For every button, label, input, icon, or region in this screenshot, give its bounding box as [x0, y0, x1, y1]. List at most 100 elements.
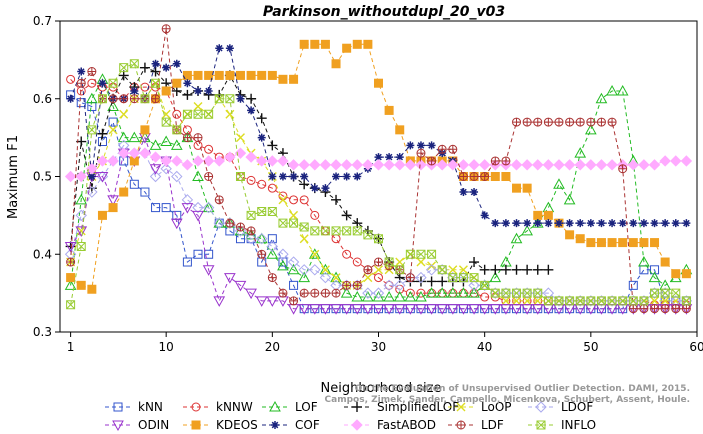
data-point-fastabod — [75, 170, 87, 183]
data-point-ldof — [394, 279, 406, 292]
data-point-loop — [650, 296, 660, 306]
data-point-odin — [340, 304, 353, 315]
data-point-kdeos — [214, 70, 224, 80]
data-point-odin — [213, 296, 226, 307]
data-point-odin — [425, 304, 438, 315]
data-point-simplifiedlof — [267, 140, 278, 151]
data-point-simplifiedlof — [139, 62, 150, 73]
data-point-lof — [64, 279, 77, 290]
data-point-lof — [510, 232, 523, 244]
data-point-inflo — [140, 94, 150, 104]
data-point-inflo — [458, 273, 468, 283]
data-point-fastabod — [521, 159, 533, 171]
data-point-cof — [130, 86, 139, 95]
data-point-ldf — [512, 117, 522, 127]
data-point-fastabod — [648, 159, 661, 171]
data-point-inflo — [342, 226, 352, 236]
data-point-kdeos — [650, 238, 660, 248]
legend-label: FastABOD — [377, 418, 436, 432]
legend: kNN kNNW LOF SimplifiedLOF LoOP LDOF ODIN KDEOS… — [105, 400, 596, 432]
data-point-ldf — [671, 304, 681, 314]
series-knnw — [66, 74, 691, 310]
data-point-odin — [107, 195, 119, 206]
data-point-ldof — [574, 295, 586, 307]
data-point-inflo — [129, 59, 139, 69]
legend-swatch-marker — [352, 402, 362, 412]
data-point-ldf — [639, 304, 649, 314]
data-point-kdeos — [172, 78, 182, 88]
data-point-odin — [330, 304, 342, 315]
data-point-cof — [533, 219, 542, 228]
data-point-lof — [616, 84, 629, 96]
data-point-ldf — [543, 117, 553, 127]
data-point-lof — [425, 287, 438, 298]
data-point-cof — [395, 153, 404, 162]
axis-ticks: 1 10 20 30 40 50 60 0.3 0.4 0.5 0.6 0.7 — [33, 14, 703, 354]
data-point-ldof — [181, 194, 194, 206]
data-point-fastabod — [574, 159, 586, 171]
data-point-odin — [468, 304, 480, 315]
data-point-inflo — [575, 296, 585, 306]
data-point-odin — [362, 304, 374, 315]
data-point-fastabod — [383, 159, 395, 171]
data-point-kdeos — [257, 70, 267, 80]
data-point-lof — [638, 255, 650, 267]
data-point-lof — [75, 193, 88, 205]
data-point-lof — [202, 201, 215, 213]
series-line-knn — [70, 94, 687, 310]
data-point-simplifiedlof — [341, 210, 352, 221]
data-point-kdeos — [299, 39, 309, 49]
data-point-kdeos — [140, 125, 150, 135]
data-point-ldf — [299, 288, 309, 298]
x-tick-label: 10 — [159, 340, 174, 354]
data-point-fastabod — [436, 159, 448, 171]
data-point-knnw — [246, 175, 256, 185]
data-point-inflo — [660, 288, 670, 298]
data-point-simplifiedlof — [415, 276, 426, 287]
data-point-ldf — [108, 94, 118, 104]
data-point-simplifiedlof — [490, 264, 501, 275]
series-line-odin — [70, 136, 687, 310]
legend-item-odin: ODIN — [105, 418, 169, 432]
data-point-inflo — [161, 117, 171, 127]
data-point-inflo — [193, 109, 203, 119]
series-group — [64, 24, 693, 315]
data-point-ldof — [266, 240, 279, 253]
data-point-ldf — [278, 288, 288, 298]
data-point-cof — [247, 106, 256, 115]
data-point-cof — [183, 79, 192, 88]
data-point-ldof — [287, 256, 300, 268]
data-point-knnw — [257, 179, 267, 189]
data-point-lof — [563, 193, 576, 205]
legend-swatch-marker — [269, 400, 281, 412]
data-point-kdeos — [586, 238, 596, 248]
series-fastabod — [64, 147, 693, 183]
data-point-ldof — [298, 264, 310, 276]
data-point-lof — [351, 290, 364, 302]
data-point-lof — [606, 84, 618, 96]
data-point-kdeos — [512, 183, 522, 193]
data-point-kdeos — [543, 210, 553, 220]
data-point-inflo — [543, 296, 553, 306]
data-point-odin — [202, 265, 215, 276]
chart-title: Parkinson_withoutdupl_20_v03 — [263, 4, 505, 20]
data-point-inflo — [225, 94, 235, 104]
data-point-lof — [521, 224, 533, 236]
data-point-loop — [416, 257, 426, 267]
data-point-odin — [457, 304, 470, 315]
data-point-inflo — [384, 257, 394, 267]
data-point-ldof — [86, 186, 98, 198]
data-point-lof — [457, 287, 470, 298]
legend-label: KDEOS — [216, 418, 258, 432]
data-point-cof — [459, 188, 468, 197]
data-point-knn — [151, 203, 161, 213]
data-point-inflo — [299, 222, 309, 232]
data-point-odin — [500, 304, 512, 315]
data-point-lof — [446, 287, 459, 298]
data-point-ldof — [532, 287, 544, 299]
data-point-lof — [362, 290, 374, 302]
data-point-knn — [140, 187, 150, 197]
data-point-cof — [586, 219, 595, 228]
data-point-ldf — [66, 257, 76, 267]
data-point-inflo — [607, 296, 617, 306]
